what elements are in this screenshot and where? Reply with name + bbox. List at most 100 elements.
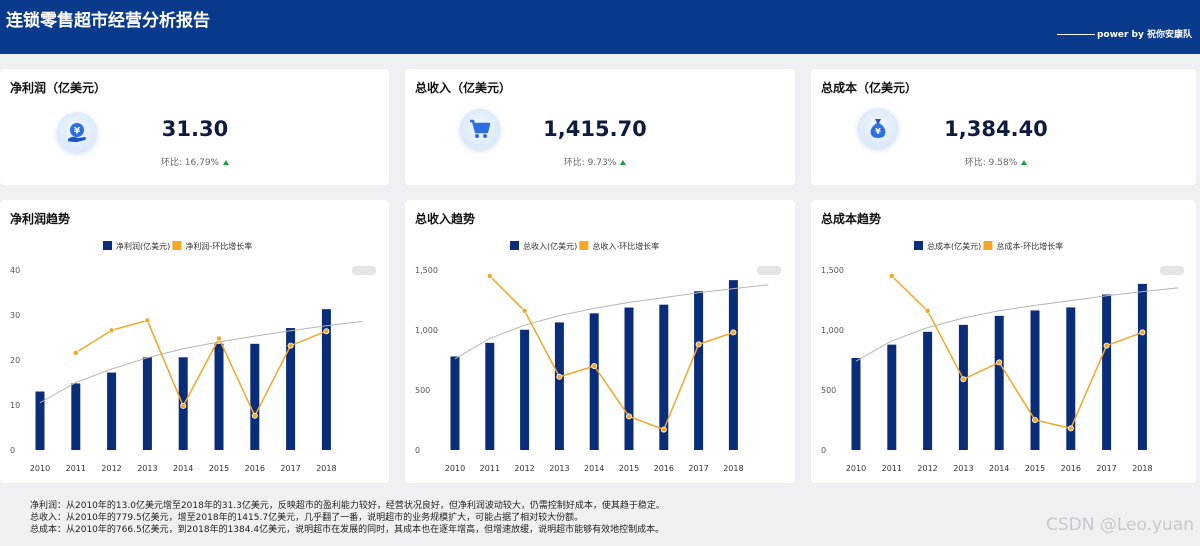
- svg-text:¥: ¥: [875, 127, 881, 136]
- x-tick-label: 2015: [209, 464, 229, 473]
- change-label: 环比:: [964, 158, 986, 168]
- money-hand-icon: ¥: [57, 112, 97, 152]
- y-tick-label: 1,500: [415, 266, 438, 275]
- analysis-notes: 净利润：从2010年的13.0亿美元增至2018年的31.3亿美元，反映超市的盈…: [30, 500, 665, 536]
- kpi-title: 净利润（亿美元）: [10, 81, 107, 95]
- change-label: 环比:: [160, 158, 182, 168]
- legend-swatch-line: [172, 241, 182, 250]
- cost-trend-chart: 总成本(亿美元) 总成本-环比增长率 0 500 1,000 1,500 2010 2011 2…: [821, 241, 1184, 473]
- chart-title: 总成本趋势: [821, 212, 882, 226]
- note-cost: 总成本：从2010年的766.5亿美元，到2018年的1384.4亿美元，说明超…: [30, 525, 665, 535]
- x-tick-label: 2014: [989, 464, 1009, 473]
- up-arrow-icon: [223, 160, 230, 165]
- chart-legend: 总成本(亿美元) 总成本-环比增长率: [914, 241, 1063, 251]
- bar-2015: [1030, 310, 1040, 450]
- x-tick-label: 2018: [1132, 464, 1152, 473]
- y-tick-label: 1,500: [821, 266, 844, 275]
- growth-rate-line: [75, 319, 327, 418]
- bar-2017: [1102, 294, 1112, 450]
- series-tag: [352, 266, 376, 275]
- report-title: 连锁零售超市经营分析报告: [6, 11, 210, 31]
- growth-rate-point: [180, 402, 187, 409]
- x-tick-label: 2010: [30, 464, 50, 473]
- kpi-change: 环比: 9.58%: [911, 155, 1081, 168]
- y-tick-label: 20: [10, 356, 20, 365]
- x-tick-label: 2010: [846, 464, 866, 473]
- legend-swatch-bar: [510, 241, 519, 250]
- bar-2017: [286, 328, 296, 450]
- x-tick-label: 2012: [514, 464, 534, 473]
- growth-rate-point: [996, 359, 1003, 366]
- growth-rate-point: [72, 349, 79, 356]
- legend-label-line: 总收入-环比增长率: [592, 241, 659, 251]
- bar-2012: [923, 331, 933, 450]
- chart-legend: 净利润(亿美元) 净利润-环比增长率: [103, 241, 252, 251]
- bar-2010: [35, 391, 45, 450]
- bar-2012: [520, 329, 530, 450]
- chart-card-revenue: 总收入趋势 总收入(亿美元) 总收入-环比增长率 0 500 1,000 1,500 201…: [405, 200, 795, 483]
- bar-2011: [887, 344, 897, 450]
- growth-rate-line: [891, 275, 1143, 430]
- y-tick-label: 30: [10, 311, 20, 320]
- x-tick-label: 2013: [953, 464, 973, 473]
- growth-rate-point: [108, 327, 115, 334]
- x-tick-label: 2014: [173, 464, 193, 473]
- x-tick-label: 2017: [280, 464, 300, 473]
- bar-2016: [659, 304, 669, 450]
- x-tick-label: 2016: [245, 464, 265, 473]
- legend-swatch-bar: [103, 241, 112, 250]
- x-tick-label: 2013: [137, 464, 157, 473]
- x-tick-label: 2018: [316, 464, 336, 473]
- x-tick-label: 2016: [654, 464, 674, 473]
- y-tick-label: 500: [821, 386, 836, 395]
- kpi-value: 1,415.70: [543, 117, 647, 141]
- growth-rate-point: [144, 317, 151, 324]
- x-tick-label: 2013: [549, 464, 569, 473]
- change-value: 16.79%: [184, 158, 220, 168]
- shopping-cart-icon: [460, 109, 500, 149]
- bar-2018: [321, 309, 331, 450]
- bar-2013: [554, 322, 564, 450]
- x-tick-label: 2010: [445, 464, 465, 473]
- chart-title: 净利润趋势: [10, 212, 71, 226]
- legend-swatch-line: [983, 241, 993, 250]
- legend-swatch-line: [579, 241, 589, 250]
- bar-2010: [851, 358, 861, 450]
- profit-trend-chart: 净利润(亿美元) 净利润-环比增长率 0 10 20 30 40 2010 2011 2012 20…: [10, 241, 376, 473]
- note-revenue: 总收入：从2010年的779.5亿美元，增至2018年的1415.7亿美元，几乎…: [30, 513, 584, 523]
- x-tick-label: 2012: [917, 464, 937, 473]
- x-tick-label: 2017: [688, 464, 708, 473]
- bar-2013: [142, 357, 152, 450]
- bar-2016: [1066, 307, 1076, 450]
- growth-rate-point: [660, 426, 667, 433]
- series-tag: [1160, 266, 1184, 275]
- x-tick-label: 2011: [480, 464, 500, 473]
- kpi-value: 1,384.40: [944, 117, 1048, 141]
- growth-rate-point: [695, 341, 702, 348]
- x-tick-label: 2011: [882, 464, 902, 473]
- bar-2018: [728, 280, 738, 450]
- x-tick-label: 2015: [619, 464, 639, 473]
- growth-rate-point: [215, 335, 222, 342]
- y-tick-label: 10: [10, 401, 20, 410]
- growth-rate-point: [1067, 425, 1074, 432]
- bar-2015: [214, 343, 224, 450]
- growth-rate-point: [1103, 342, 1110, 349]
- y-tick-label: 0: [821, 446, 826, 455]
- bar-2011: [485, 342, 495, 450]
- revenue-trend-chart: 总收入(亿美元) 总收入-环比增长率 0 500 1,000 1,500 2010 2011 2…: [415, 241, 781, 473]
- growth-rate-point: [625, 413, 632, 420]
- change-value: 9.58%: [988, 158, 1018, 168]
- bar-2018: [1137, 283, 1147, 450]
- growth-rate-point: [323, 328, 330, 335]
- up-arrow-icon: [1021, 160, 1028, 165]
- y-tick-label: 0: [415, 446, 420, 455]
- svg-text:¥: ¥: [74, 127, 81, 137]
- kpi-change: 环比: 9.73%: [510, 155, 680, 168]
- trend-line: [39, 320, 363, 404]
- growth-rate-point: [251, 412, 258, 419]
- growth-rate-point: [521, 307, 528, 314]
- kpi-card-profit: 净利润（亿美元） ¥ 31.30 环比: 16.79%: [0, 69, 389, 185]
- chart-card-cost: 总成本趋势 总成本(亿美元) 总成本-环比增长率 0 500 1,000 1,500 201…: [811, 200, 1196, 483]
- growth-rate-point: [556, 373, 563, 380]
